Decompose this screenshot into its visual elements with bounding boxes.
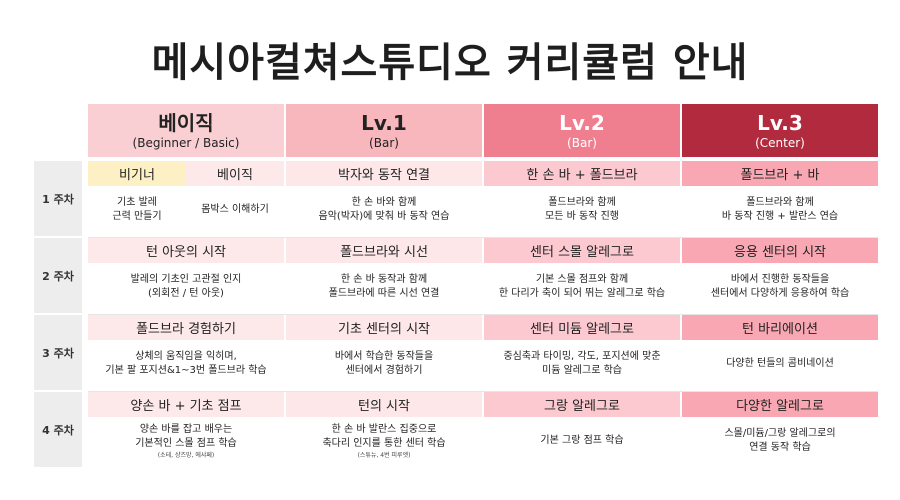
lv3-title: 다양한 알레그로 bbox=[682, 392, 878, 417]
basic-title: 양손 바 + 기초 점프 bbox=[88, 392, 284, 417]
basic-title: 턴 아웃의 시작 bbox=[88, 238, 284, 263]
desc-line: 연결 동작 학습 bbox=[749, 442, 811, 453]
desc-line: 기본 팔 포지션&1~3번 폴드브라 학습 bbox=[105, 365, 267, 376]
row-divider bbox=[88, 237, 878, 238]
desc-line: 근력 만들기 bbox=[112, 211, 162, 222]
column-header-1: Lv.1 (Bar) bbox=[286, 104, 482, 157]
desc-line: 한 손 바 발란스 집중으로 bbox=[331, 423, 437, 435]
desc-line: 폴드브라와 함께 bbox=[548, 197, 616, 208]
desc-line: 모든 바 동작 진행 bbox=[545, 211, 619, 222]
week-label: 2 주차 bbox=[34, 238, 82, 313]
desc-line: 다양한 턴들의 콤비네이션 bbox=[726, 358, 834, 369]
desc-line: 몸박스 이해하기 bbox=[201, 204, 269, 215]
desc-line: 바에서 진행한 동작들을 bbox=[730, 274, 830, 285]
lv3-title: 응용 센터의 시작 bbox=[682, 238, 878, 263]
lv2-title: 한 손 바 + 폴드브라 bbox=[484, 161, 680, 186]
column-header-title: Lv.2 bbox=[559, 111, 605, 135]
desc-line: 축다리 인지를 통한 센터 학습 bbox=[322, 437, 446, 449]
lv2-title: 센터 스몰 알레그로 bbox=[484, 238, 680, 263]
desc-line: 음악(박자)에 맞춰 바 동작 연습 bbox=[318, 211, 450, 222]
desc-note: (소테, 샹즈망, 에샤페) bbox=[157, 451, 215, 459]
lv3-title: 폴드브라 + 바 bbox=[682, 161, 878, 186]
basic-title: 베이직 bbox=[186, 161, 284, 186]
lv2-title: 센터 미듐 알레그로 bbox=[484, 315, 680, 340]
desc-line: 폴드브라와 함께 bbox=[746, 197, 814, 208]
desc-line: 센터에서 다양하게 응용하여 학습 bbox=[710, 288, 850, 299]
desc-line: 상체의 움직임을 익히며, bbox=[135, 351, 237, 362]
desc-line: 발레의 기초인 고관절 인지 bbox=[130, 274, 242, 285]
lv2-desc: 기본 그랑 점프 학습 bbox=[484, 417, 680, 465]
desc-line: 기초 발레 bbox=[117, 197, 157, 208]
desc-line: 기본적인 스몰 점프 학습 bbox=[135, 437, 237, 449]
desc-line: 센터에서 경험하기 bbox=[345, 365, 423, 376]
lv2-title: 그랑 알레그로 bbox=[484, 392, 680, 417]
page-title: 메시아컬쳐스튜디오 커리큘럼 안내 bbox=[151, 40, 749, 86]
beginner-title: 비기너 bbox=[88, 161, 186, 186]
column-header-subtitle: (Bar) bbox=[567, 136, 597, 150]
desc-line: 한 다리가 축이 되어 뛰는 알레그로 학습 bbox=[498, 288, 666, 299]
desc-line: 바에서 학습한 동작들을 bbox=[334, 351, 434, 362]
basic-desc: 몸박스 이해하기 bbox=[186, 186, 284, 234]
desc-line: 양손 바를 잡고 배우는 bbox=[139, 423, 233, 435]
column-header-0: 베이직 (Beginner / Basic) bbox=[88, 104, 284, 157]
column-header-2: Lv.2 (Bar) bbox=[484, 104, 680, 157]
column-header-subtitle: (Center) bbox=[755, 136, 805, 150]
desc-line: 바 동작 진행 + 발란스 연습 bbox=[721, 211, 839, 222]
desc-line: 미듐 알레그로 학습 bbox=[542, 365, 622, 376]
lv1-title: 폴드브라와 시선 bbox=[286, 238, 482, 263]
desc-line: 한 손 바와 함께 bbox=[351, 197, 417, 208]
column-header-title: 베이직 bbox=[158, 111, 214, 135]
desc-line: 중심축과 타이밍, 각도, 포지션에 맞춘 bbox=[503, 351, 661, 362]
column-header-title: Lv.3 bbox=[757, 111, 803, 135]
basic-desc: 발레의 기초인 고관절 인지 (외회전 / 턴 아웃) bbox=[88, 263, 284, 311]
desc-line: 폴드브라에 따른 시선 연결 bbox=[328, 288, 440, 299]
row-divider bbox=[88, 391, 878, 392]
week-label: 3 주차 bbox=[34, 315, 82, 390]
week-label: 1 주차 bbox=[34, 161, 82, 236]
lv1-title: 턴의 시작 bbox=[286, 392, 482, 417]
desc-line: 스몰/미듐/그랑 알레그로의 bbox=[724, 428, 836, 439]
row-divider bbox=[88, 314, 878, 315]
desc-line: (외회전 / 턴 아웃) bbox=[148, 288, 224, 299]
week-label: 4 주차 bbox=[34, 392, 82, 467]
desc-note: (스튜뉴, 4번 피루엣) bbox=[357, 451, 411, 459]
column-header-title: Lv.1 bbox=[361, 111, 407, 135]
column-header-subtitle: (Beginner / Basic) bbox=[132, 136, 240, 150]
basic-desc: 상체의 움직임을 익히며, 기본 팔 포지션&1~3번 폴드브라 학습 bbox=[88, 340, 284, 388]
basic-title: 폴드브라 경험하기 bbox=[88, 315, 284, 340]
lv3-desc: 다양한 턴들의 콤비네이션 bbox=[682, 340, 878, 388]
desc-line: 한 손 바 동작과 함께 bbox=[340, 274, 428, 285]
desc-line: 기본 스몰 점프와 함께 bbox=[535, 274, 629, 285]
lv3-title: 턴 바리에이션 bbox=[682, 315, 878, 340]
lv1-title: 박자와 동작 연결 bbox=[286, 161, 482, 186]
column-header-subtitle: (Bar) bbox=[369, 136, 399, 150]
desc-line: 기본 그랑 점프 학습 bbox=[540, 435, 624, 446]
lv1-title: 기초 센터의 시작 bbox=[286, 315, 482, 340]
column-header-3: Lv.3 (Center) bbox=[682, 104, 878, 157]
